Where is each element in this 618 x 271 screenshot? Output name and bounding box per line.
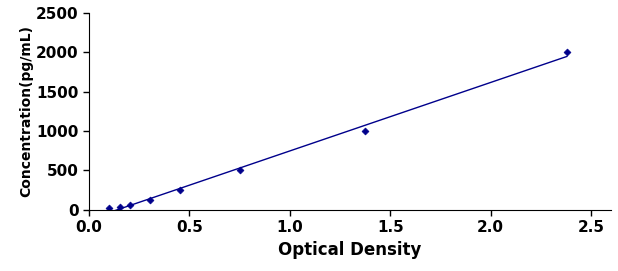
Point [562,50,572,54]
Point [360,129,370,133]
X-axis label: Optical Density: Optical Density [278,241,421,259]
Point [145,198,155,202]
Point [104,206,114,211]
Point [235,168,245,172]
Point [125,203,135,207]
Point [175,188,185,192]
Y-axis label: Concentration(pg/mL): Concentration(pg/mL) [19,25,33,197]
Point [116,205,125,209]
